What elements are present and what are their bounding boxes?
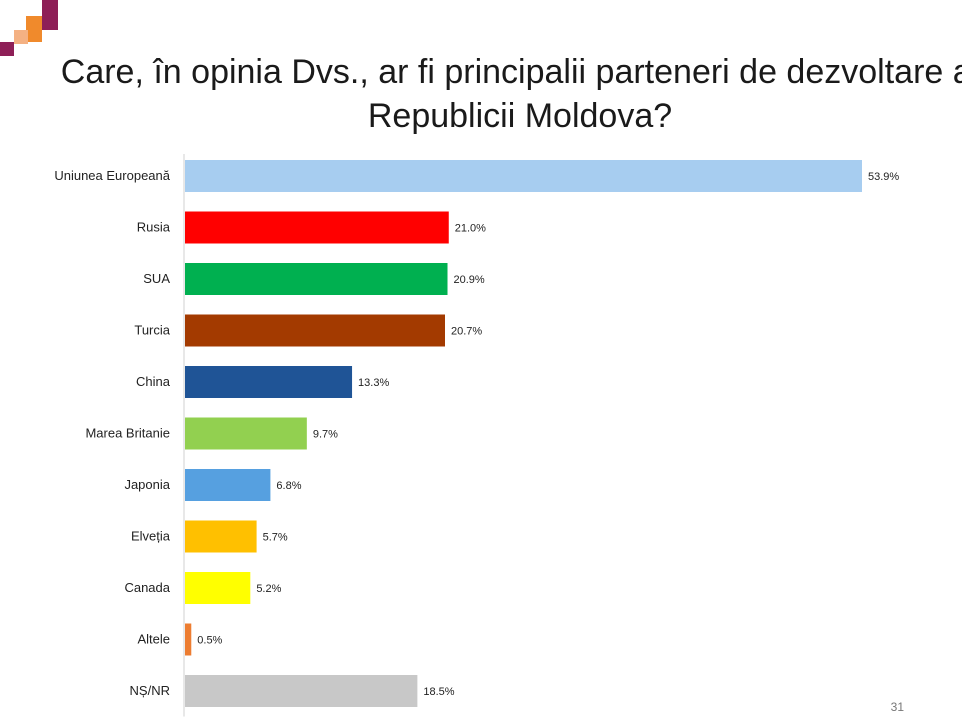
category-label: China	[136, 374, 171, 389]
bar	[185, 160, 862, 192]
logo-icon	[0, 0, 58, 56]
data-label: 20.9%	[454, 274, 485, 286]
data-label: 21.0%	[455, 223, 486, 235]
category-label: Japonia	[124, 477, 170, 492]
category-label: Canada	[124, 580, 170, 595]
data-label: 20.7%	[451, 326, 482, 338]
bar	[185, 211, 449, 244]
category-label: Uniunea Europeană	[54, 168, 170, 183]
data-label: 53.9%	[868, 171, 899, 183]
category-label: Rusia	[137, 220, 171, 235]
bar	[185, 469, 271, 501]
data-label: 0.5%	[197, 635, 222, 647]
bar	[185, 417, 307, 450]
category-label: NȘ/NR	[130, 683, 170, 698]
bar	[185, 572, 251, 604]
category-label: Marea Britanie	[85, 426, 170, 441]
data-label: 18.5%	[423, 686, 454, 698]
page-number: 31	[890, 700, 904, 714]
bar	[185, 623, 192, 656]
slide-title: Care, în opinia Dvs., ar fi principalii …	[60, 53, 962, 135]
category-label: Elveția	[131, 529, 171, 544]
bar	[185, 366, 353, 398]
data-label: 13.3%	[358, 377, 389, 389]
category-label: Turcia	[134, 323, 170, 338]
category-label: Altele	[137, 632, 170, 647]
data-label: 5.2%	[256, 583, 281, 595]
bar	[185, 263, 448, 295]
category-label: SUA	[143, 271, 170, 286]
bar	[185, 675, 418, 707]
bar	[185, 314, 445, 347]
data-label: 9.7%	[313, 429, 338, 441]
bar	[185, 520, 257, 553]
data-label: 6.8%	[276, 480, 301, 492]
data-label: 5.7%	[263, 532, 288, 544]
